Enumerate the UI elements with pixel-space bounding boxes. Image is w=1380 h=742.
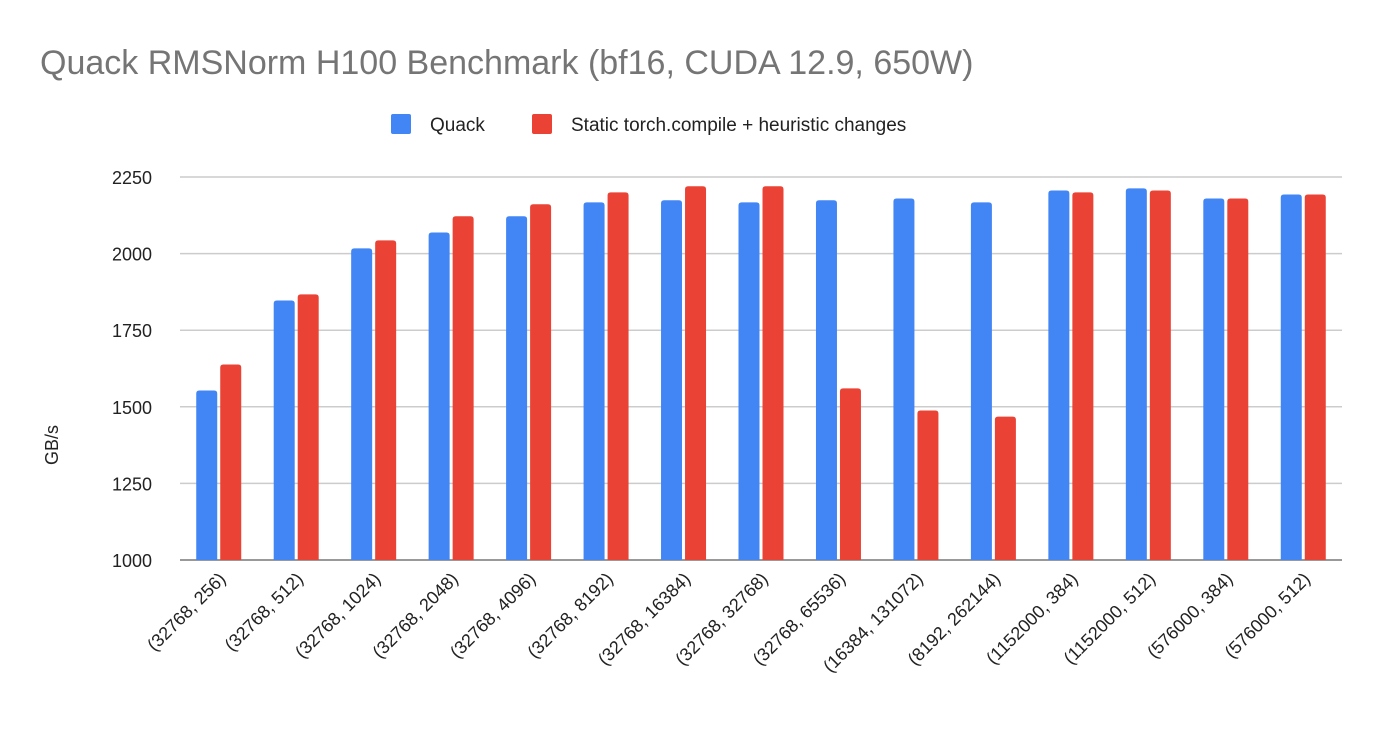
bar-quack: [196, 390, 218, 560]
legend-label-static-torch-compile: Static torch.compile + heuristic changes: [571, 115, 906, 136]
chart-title: Quack RMSNorm H100 Benchmark (bf16, CUDA…: [40, 44, 973, 82]
legend: Quack Static torch.compile + heuristic c…: [391, 114, 906, 136]
bar-static-torch-compile: [607, 192, 629, 560]
bar-quack: [738, 202, 760, 560]
bar-static-torch-compile: [917, 410, 939, 560]
bar-static-torch-compile: [530, 204, 552, 561]
y-tick-label: 1250: [112, 474, 152, 494]
bar-quack: [1280, 194, 1302, 561]
bar-quack: [583, 202, 605, 560]
bar-static-torch-compile: [375, 240, 397, 560]
bar-static-torch-compile: [685, 186, 707, 560]
bar-static-torch-compile: [762, 186, 784, 560]
bar-quack: [506, 216, 528, 561]
bar-quack: [351, 248, 373, 560]
bar-static-torch-compile: [1227, 198, 1249, 560]
bar-static-torch-compile: [452, 216, 474, 561]
bar-quack: [815, 200, 837, 560]
bar-quack: [428, 232, 450, 560]
bar-quack: [893, 198, 915, 560]
bar-quack: [1125, 188, 1147, 561]
legend-swatch-static-torch-compile: [532, 114, 552, 134]
bar-quack: [970, 202, 992, 560]
y-tick-label: 1000: [112, 551, 152, 571]
y-tick-label: 1750: [112, 321, 152, 341]
x-tick-label: (32768, 512): [221, 569, 307, 655]
bar-static-torch-compile: [220, 364, 242, 560]
x-tick-label: (32768, 256): [143, 569, 229, 655]
y-axis-label: GB/s: [42, 425, 62, 465]
bar-static-torch-compile: [994, 416, 1016, 560]
bar-static-torch-compile: [1149, 190, 1171, 560]
legend-swatch-quack: [391, 114, 411, 134]
bar-static-torch-compile: [1072, 192, 1094, 560]
y-tick-label: 1500: [112, 398, 152, 418]
bar-quack: [661, 200, 683, 560]
bar-static-torch-compile: [297, 294, 319, 560]
bar-quack: [1048, 190, 1070, 560]
bar-quack: [1203, 198, 1225, 560]
legend-label-quack: Quack: [430, 115, 485, 136]
y-tick-label: 2000: [112, 245, 152, 265]
bar-quack: [273, 300, 295, 560]
bar-static-torch-compile: [839, 388, 861, 560]
y-tick-label: 2250: [112, 168, 152, 188]
bar-static-torch-compile: [1304, 194, 1326, 561]
